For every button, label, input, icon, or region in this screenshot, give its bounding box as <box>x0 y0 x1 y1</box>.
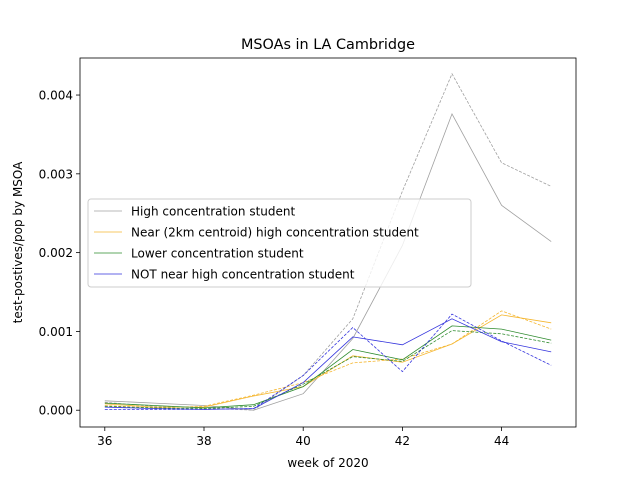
legend-label: High concentration student <box>131 205 295 219</box>
x-tick-label: 42 <box>395 434 410 448</box>
plot-frame <box>79 57 577 428</box>
y-axis-label: test-postives/pop by MSOA <box>11 161 25 324</box>
y-tick-label: 0.002 <box>39 246 73 260</box>
y-tick-label: 0.003 <box>39 167 73 181</box>
series-line-4 <box>104 325 552 409</box>
series-line-7 <box>104 313 552 410</box>
y-tick-label: 0.004 <box>39 89 73 103</box>
chart-title: MSOAs in LA Cambridge <box>241 37 415 53</box>
series-line-5 <box>104 330 552 410</box>
x-tick-label: 36 <box>97 434 112 448</box>
series-line-6 <box>104 318 552 410</box>
x-tick-label: 40 <box>296 434 311 448</box>
legend-label: Lower concentration student <box>131 247 304 261</box>
x-tick-label: 38 <box>196 434 211 448</box>
x-axis: 36 38 40 42 44 <box>97 427 509 448</box>
y-tick-label: 0.000 <box>39 404 73 418</box>
x-tick-label: 44 <box>494 434 509 448</box>
legend-label: NOT near high concentration student <box>131 268 355 282</box>
legend-box <box>87 198 472 288</box>
y-axis: 0.000 0.001 0.002 0.003 0.004 <box>39 89 80 418</box>
series-line-0 <box>104 112 552 411</box>
y-tick-label: 0.001 <box>39 325 73 339</box>
series-line-2 <box>104 314 552 408</box>
legend-label: Near (2km centroid) high concentration s… <box>131 226 419 240</box>
series-layer <box>104 72 552 411</box>
legend: High concentration student Near (2km cent… <box>87 198 472 288</box>
x-axis-label: week of 2020 <box>287 456 368 470</box>
